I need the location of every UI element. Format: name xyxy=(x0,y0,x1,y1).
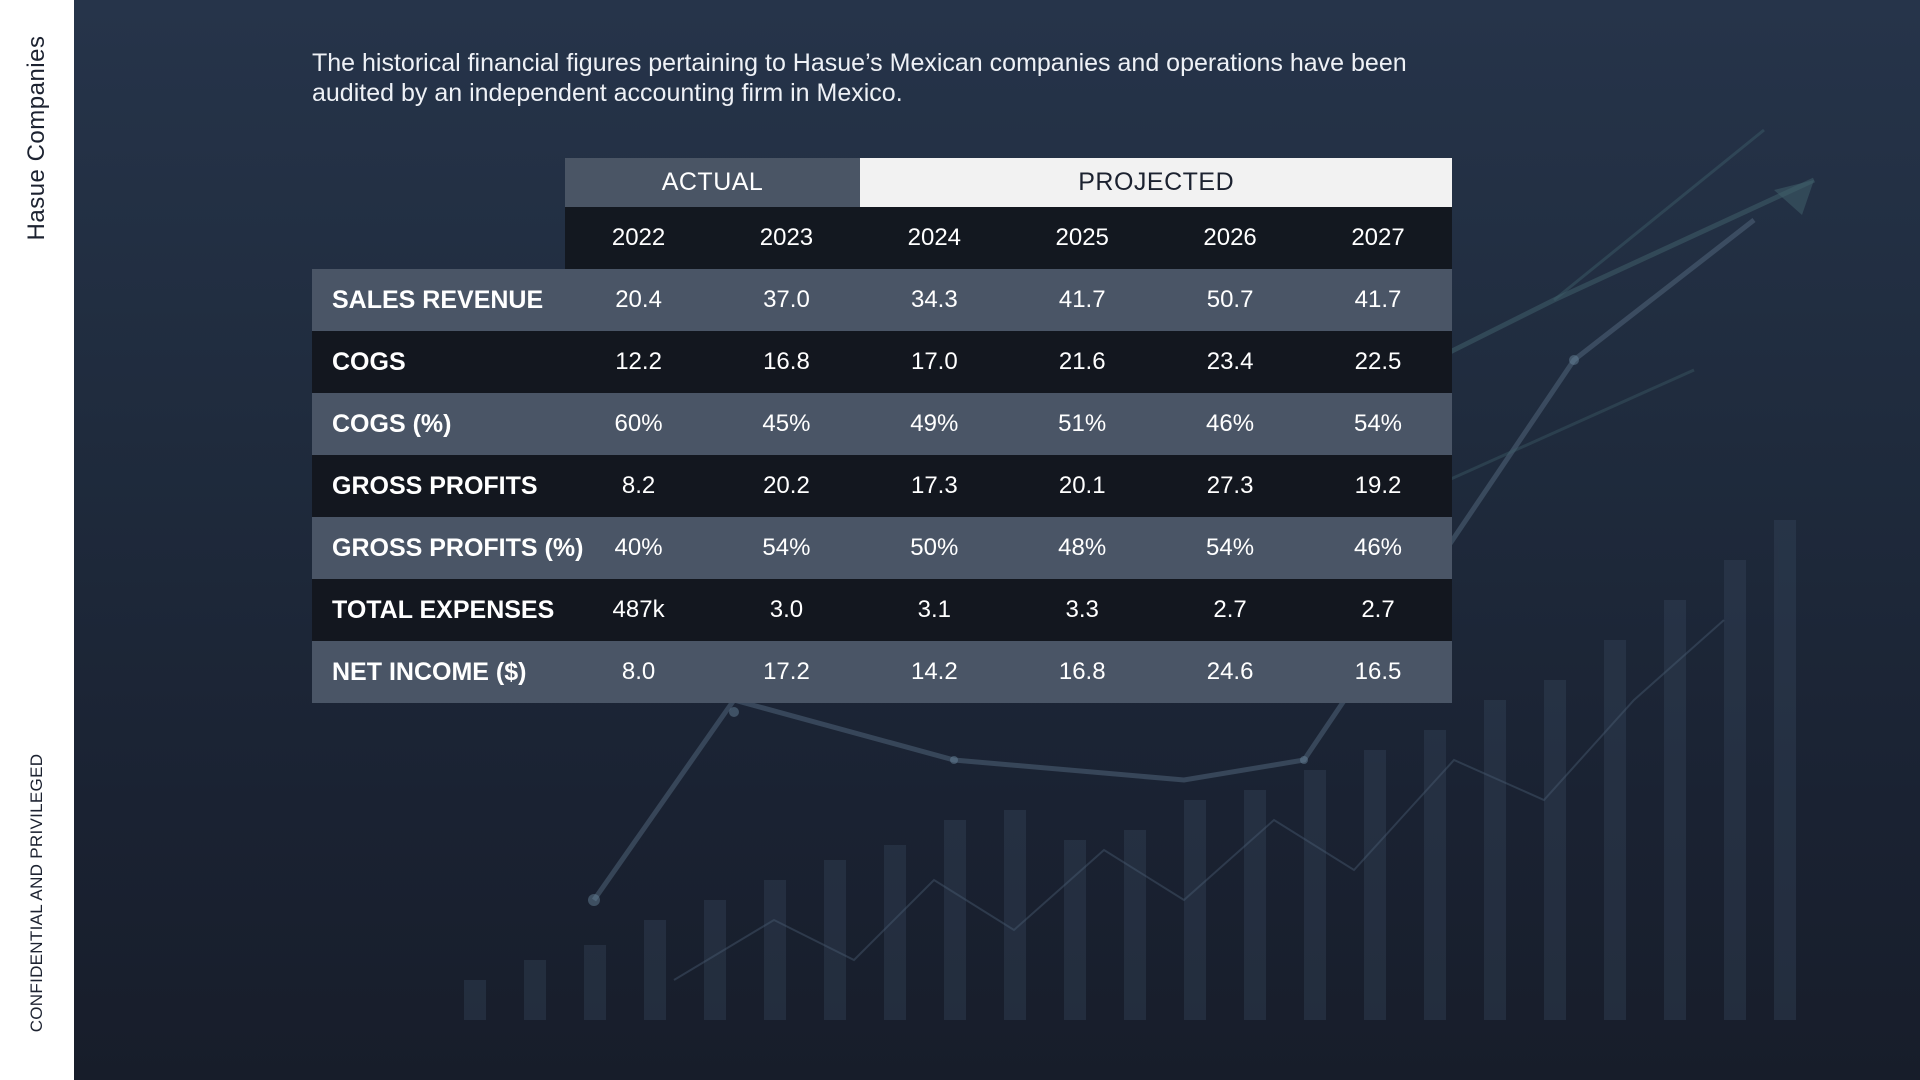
intro-paragraph: The historical financial figures pertain… xyxy=(312,49,1407,107)
year-header: 2024 xyxy=(860,207,1009,269)
table-cell: 19.2 xyxy=(1304,455,1452,517)
table-cell: 3.0 xyxy=(712,579,861,641)
table-cell: 8.2 xyxy=(564,455,713,517)
background-chart-art xyxy=(464,128,1816,1020)
table-cell: 2.7 xyxy=(1304,579,1452,641)
table-cell: 50% xyxy=(860,517,1009,579)
table-cell: 45% xyxy=(712,393,861,455)
table-cell: 23.4 xyxy=(1156,331,1305,393)
table-cell: 17.2 xyxy=(712,641,861,703)
year-header-spacer xyxy=(312,207,565,269)
row-label: GROSS PROFITS (%) xyxy=(312,517,583,579)
company-name: Hasue Companies xyxy=(23,35,50,241)
table-cell: 2.7 xyxy=(1156,579,1305,641)
table-cell: 14.2 xyxy=(860,641,1009,703)
projected-header: PROJECTED xyxy=(860,158,1452,207)
table-cell: 17.0 xyxy=(860,331,1009,393)
table-cell: 48% xyxy=(1008,517,1157,579)
row-label: NET INCOME ($) xyxy=(312,641,565,703)
row-label: COGS (%) xyxy=(312,393,565,455)
table-row-net-income: NET INCOME ($) 8.0 17.2 14.2 16.8 24.6 1… xyxy=(312,641,1452,703)
table-row-total-expenses: TOTAL EXPENSES 487k 3.0 3.1 3.3 2.7 2.7 xyxy=(312,579,1452,641)
table-row-cogs: COGS 12.2 16.8 17.0 21.6 23.4 22.5 xyxy=(312,331,1452,393)
table-cell: 37.0 xyxy=(712,269,861,331)
table-cell: 3.1 xyxy=(860,579,1009,641)
table-cell: 3.3 xyxy=(1008,579,1157,641)
group-header-spacer xyxy=(312,158,565,207)
table-cell: 41.7 xyxy=(1304,269,1452,331)
year-header: 2026 xyxy=(1156,207,1305,269)
table-row-gross-profits-percent: GROSS PROFITS (%) 40% 54% 50% 48% 54% 46… xyxy=(312,517,1452,579)
table-cell: 54% xyxy=(1304,393,1452,455)
table-cell: 16.8 xyxy=(1008,641,1157,703)
table-cell: 20.2 xyxy=(712,455,861,517)
table-cell: 34.3 xyxy=(860,269,1009,331)
table-row-gross-profits: GROSS PROFITS 8.2 20.2 17.3 20.1 27.3 19… xyxy=(312,455,1452,517)
table-cell: 46% xyxy=(1156,393,1305,455)
table-row-sales-revenue: SALES REVENUE 20.4 37.0 34.3 41.7 50.7 4… xyxy=(312,269,1452,331)
table-cell: 40% xyxy=(564,517,713,579)
financial-table: ACTUAL PROJECTED 2022 2023 2024 2025 202… xyxy=(312,158,1452,703)
table-cell: 41.7 xyxy=(1008,269,1157,331)
left-sidebar: Hasue Companies CONFIDENTIAL AND PRIVILE… xyxy=(0,0,74,1080)
year-header: 2023 xyxy=(712,207,861,269)
year-header: 2027 xyxy=(1304,207,1452,269)
group-header-row: ACTUAL PROJECTED xyxy=(312,158,1452,207)
table-cell: 17.3 xyxy=(860,455,1009,517)
table-row-cogs-percent: COGS (%) 60% 45% 49% 51% 46% 54% xyxy=(312,393,1452,455)
row-label: TOTAL EXPENSES xyxy=(312,579,565,641)
year-header: 2025 xyxy=(1008,207,1157,269)
table-cell: 12.2 xyxy=(564,331,713,393)
confidentiality-label: CONFIDENTIAL AND PRIVILEGED xyxy=(27,753,46,1033)
table-cell: 51% xyxy=(1008,393,1157,455)
table-cell: 24.6 xyxy=(1156,641,1305,703)
year-header: 2022 xyxy=(564,207,713,269)
table-cell: 487k xyxy=(564,579,713,641)
table-cell: 21.6 xyxy=(1008,331,1157,393)
table-cell: 54% xyxy=(712,517,861,579)
table-cell: 60% xyxy=(564,393,713,455)
table-cell: 46% xyxy=(1304,517,1452,579)
table-cell: 50.7 xyxy=(1156,269,1305,331)
table-cell: 22.5 xyxy=(1304,331,1452,393)
table-cell: 20.4 xyxy=(564,269,713,331)
table-cell: 16.5 xyxy=(1304,641,1452,703)
row-label: COGS xyxy=(312,331,565,393)
table-cell: 16.8 xyxy=(712,331,861,393)
row-label: GROSS PROFITS xyxy=(312,455,565,517)
row-label: SALES REVENUE xyxy=(312,269,565,331)
table-cell: 49% xyxy=(860,393,1009,455)
table-cell: 27.3 xyxy=(1156,455,1305,517)
table-cell: 20.1 xyxy=(1008,455,1157,517)
actual-header: ACTUAL xyxy=(564,158,861,207)
year-header-row: 2022 2023 2024 2025 2026 2027 xyxy=(312,207,1452,269)
table-cell: 54% xyxy=(1156,517,1305,579)
table-cell: 8.0 xyxy=(564,641,713,703)
